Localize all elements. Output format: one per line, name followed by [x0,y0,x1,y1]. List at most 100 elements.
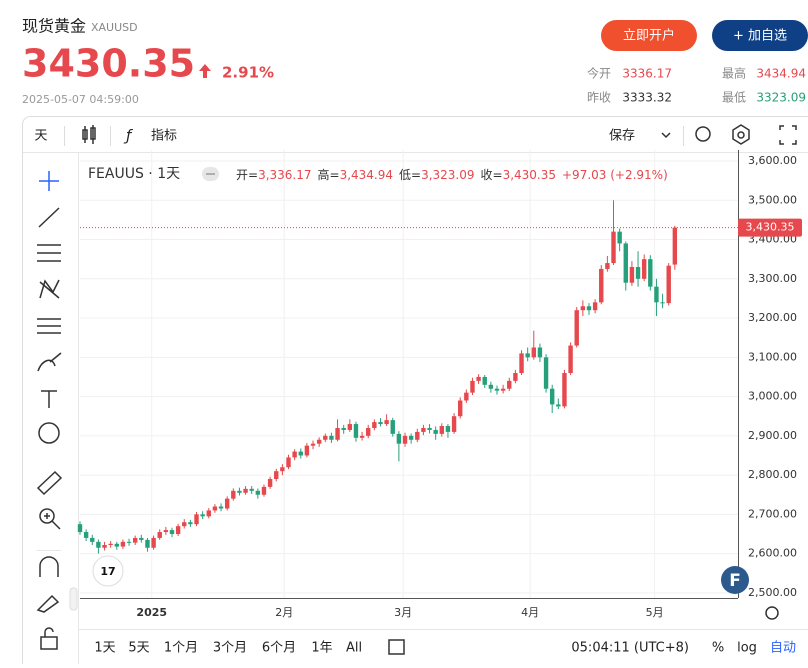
candle-body [611,232,615,263]
legend-key: 开= [236,168,258,182]
candle-body [108,544,112,545]
candle-body [440,426,444,434]
candle-body [617,232,621,244]
chart-title: FEAUUS · 1天 [88,166,180,182]
x-tick-label: 4月 [521,606,539,619]
candle-body [654,287,658,303]
legend-key: 收= [481,168,503,182]
candle-body [329,436,333,440]
candle-body [470,381,474,393]
watchlist-label[interactable]: + 加自选 [733,29,787,44]
candle-body [648,259,652,286]
candle-body [133,538,137,543]
scale-option[interactable]: % [712,641,724,656]
candle-body [127,542,131,543]
candle-body [581,306,585,310]
y-tick-label: 3,200.00 [748,311,797,324]
candle-body [164,530,168,532]
candle-body [660,302,664,303]
range-button[interactable]: 3个月 [213,641,247,656]
interval[interactable]: 天 [34,129,47,144]
stat-value: 3323.09 [756,91,806,105]
candle-body [568,346,572,373]
candle-body [360,436,364,438]
indicators[interactable]: 指标 [151,129,177,144]
scale-option[interactable]: log [737,641,757,656]
candle-body [84,532,88,538]
x-tick-label: 3月 [394,606,412,619]
stat-label: 今开 [587,66,611,81]
candle-body [225,499,229,509]
candle-body [231,491,235,499]
candle-body [311,444,315,446]
save[interactable]: 保存 [609,129,635,144]
candle-body [243,489,247,493]
legend-value: 3,434.94 [340,168,393,182]
candle-body [115,544,119,547]
y-tick-label: 3,600.00 [748,154,797,167]
collapse-handle[interactable] [70,588,77,610]
candle-body [121,542,125,547]
timestamp: 2025-05-07 04:59:00 [22,93,139,106]
candle-body [636,267,640,279]
candle-body [599,269,603,302]
candle-body [550,389,554,405]
candle-body [299,452,303,456]
range-button[interactable]: 1天 [94,641,115,656]
stat-value: 3333.32 [622,91,672,105]
range-button[interactable]: 1年 [311,641,332,656]
candle-body [182,522,186,526]
candle-body [286,457,290,467]
candle-body [274,471,278,479]
x-tick-label: 5月 [646,606,664,619]
y-tick-label: 3,300.00 [748,272,797,285]
candle-body [207,510,211,516]
clock: 05:04:11 (UTC+8) [571,641,689,656]
y-tick-label: 3,100.00 [748,350,797,363]
candle-body [237,491,241,493]
candle-body [525,353,529,357]
legend-value: 3,323.09 [421,168,474,182]
y-tick-label: 2,800.00 [748,468,797,481]
y-tick-label: 2,700.00 [748,507,797,520]
candle-body [427,428,431,430]
legend-value: 3,430.35 [503,168,556,182]
candle-body [495,389,499,391]
y-tick-label: 3,500.00 [748,193,797,206]
candle-body [630,267,634,283]
candle-body [90,538,94,542]
candle-body [501,389,505,391]
candle-body [391,420,395,434]
stat-value: 3434.94 [756,67,806,81]
range-button[interactable]: 1个月 [164,641,198,656]
candle-body [458,401,462,417]
candle-body [464,393,468,401]
candle-body [305,446,309,456]
candle-body [213,507,217,511]
candle-body [292,452,296,458]
candle-body [476,377,480,381]
candle-body [151,538,155,548]
candle-body [145,540,149,548]
open-account-label[interactable]: 立即开户 [623,28,675,44]
candle-body [446,426,450,432]
candle-body [317,440,321,444]
range-button[interactable]: All [346,641,362,656]
range-button[interactable]: 6个月 [262,641,296,656]
candle-body [262,487,266,495]
candle-body [139,538,143,540]
candle-body [667,266,671,303]
stat-label: 昨收 [587,91,611,105]
candle-body [556,404,560,406]
candle-body [384,420,388,424]
stat-label: 最低 [722,91,746,105]
candle-body [188,522,192,524]
candle-body [341,428,345,430]
candle-body [335,428,339,440]
scale-option[interactable]: 自动 [770,641,796,656]
symbol: XAUUSD [91,21,138,34]
range-button[interactable]: 5天 [128,641,149,656]
candle-body [102,545,106,548]
